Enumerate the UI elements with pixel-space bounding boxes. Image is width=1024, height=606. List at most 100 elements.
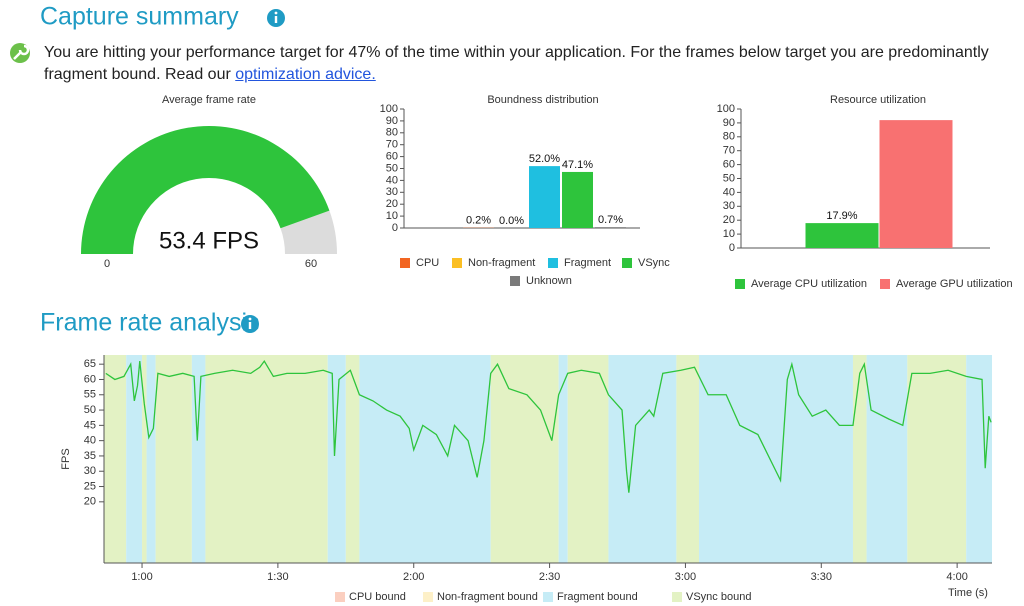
y-axis-label: FPS bbox=[60, 448, 72, 469]
y-tick-label: 30 bbox=[386, 186, 398, 198]
bound-region bbox=[558, 355, 568, 563]
legend-swatch bbox=[622, 258, 632, 268]
summary: You are hitting your performance target … bbox=[44, 42, 1014, 86]
data-label: 52.0% bbox=[529, 153, 560, 165]
chart-title: Average frame rate bbox=[162, 94, 256, 106]
bound-region bbox=[142, 355, 147, 563]
bound-region bbox=[907, 355, 967, 563]
legend-label: CPU bbox=[416, 257, 439, 269]
legend-swatch bbox=[735, 279, 745, 289]
y-tick-label: 20 bbox=[723, 214, 735, 226]
y-tick-label: 25 bbox=[84, 480, 96, 492]
y-tick-label: 40 bbox=[723, 186, 735, 198]
y-tick-label: 65 bbox=[84, 358, 96, 370]
bound-region bbox=[608, 355, 677, 563]
x-tick-label: 3:30 bbox=[811, 571, 832, 583]
bound-region bbox=[155, 355, 192, 563]
y-tick-label: 60 bbox=[84, 373, 96, 385]
bound-region bbox=[567, 355, 609, 563]
bar bbox=[529, 166, 560, 228]
data-label: 17.9% bbox=[826, 210, 857, 222]
x-tick-label: 4:00 bbox=[946, 571, 967, 583]
legend-label: Fragment bound bbox=[557, 591, 638, 603]
legend-label: Non-fragment bbox=[468, 257, 535, 269]
y-tick-label: 50 bbox=[723, 172, 735, 184]
bound-region bbox=[327, 355, 346, 563]
gauge-track bbox=[280, 210, 337, 254]
legend-label: CPU bound bbox=[349, 591, 406, 603]
bound-region bbox=[676, 355, 700, 563]
y-tick-label: 30 bbox=[723, 200, 735, 212]
bound-region bbox=[966, 355, 992, 563]
legend-label: Unknown bbox=[526, 275, 572, 287]
bound-region bbox=[345, 355, 360, 563]
bar bbox=[562, 171, 593, 228]
x-tick-label: 1:00 bbox=[131, 571, 152, 583]
y-tick-label: 60 bbox=[723, 159, 735, 171]
y-tick-label: 80 bbox=[723, 131, 735, 143]
bound-region bbox=[359, 355, 491, 563]
bound-region bbox=[104, 355, 127, 563]
wrench-icon bbox=[10, 43, 30, 63]
bound-region bbox=[699, 355, 853, 563]
bound-region bbox=[126, 355, 143, 563]
data-label: 0.0% bbox=[499, 215, 524, 227]
y-tick-label: 100 bbox=[380, 103, 398, 115]
bound-region bbox=[866, 355, 908, 563]
legend-swatch bbox=[423, 592, 433, 602]
x-tick-label: 1:30 bbox=[267, 571, 288, 583]
y-tick-label: 0 bbox=[729, 242, 735, 254]
legend-swatch bbox=[880, 279, 890, 289]
x-tick-label: 2:30 bbox=[539, 571, 560, 583]
y-tick-label: 20 bbox=[84, 496, 96, 508]
legend-swatch bbox=[548, 258, 558, 268]
legend-label: VSync bound bbox=[686, 591, 751, 603]
info-icon[interactable] bbox=[267, 9, 285, 27]
legend-label: Non-fragment bound bbox=[437, 591, 538, 603]
data-label: 47.1% bbox=[562, 159, 593, 171]
y-tick-label: 100 bbox=[717, 103, 735, 115]
summary-text: You are hitting your performance target … bbox=[44, 44, 989, 83]
bound-region bbox=[852, 355, 867, 563]
x-axis-label: Time (s) bbox=[948, 587, 988, 599]
bar bbox=[879, 120, 953, 248]
gauge-label: 53.4 FPS bbox=[159, 227, 259, 254]
y-tick-label: 40 bbox=[84, 435, 96, 447]
legend-swatch bbox=[400, 258, 410, 268]
line bbox=[105, 359, 992, 493]
y-tick-label: 10 bbox=[386, 210, 398, 222]
y-tick-label: 35 bbox=[84, 450, 96, 462]
legend-swatch bbox=[335, 592, 345, 602]
chart-title: Resource utilization bbox=[830, 94, 926, 106]
x-tick-label: 3:00 bbox=[675, 571, 696, 583]
gauge-value bbox=[81, 126, 330, 254]
legend-label: Average GPU utilization bbox=[896, 278, 1013, 290]
bound-region bbox=[191, 355, 206, 563]
chart-title: Boundness distribution bbox=[487, 94, 598, 106]
y-tick-label: 90 bbox=[386, 115, 398, 127]
y-tick-label: 10 bbox=[723, 228, 735, 240]
data-label: 0.7% bbox=[598, 214, 623, 226]
data-label: 0.2% bbox=[466, 215, 491, 227]
info-icon[interactable] bbox=[241, 315, 259, 333]
bound-region bbox=[205, 355, 328, 563]
link[interactable]: optimization advice. bbox=[235, 66, 376, 83]
legend-label: Fragment bbox=[564, 257, 611, 269]
y-tick-label: 60 bbox=[386, 151, 398, 163]
y-tick-label: 50 bbox=[386, 162, 398, 174]
legend-label: Average CPU utilization bbox=[751, 278, 867, 290]
y-tick-label: 20 bbox=[386, 198, 398, 210]
legend-swatch bbox=[452, 258, 462, 268]
x-tick-label: 2:00 bbox=[403, 571, 424, 583]
y-tick-label: 70 bbox=[386, 139, 398, 151]
y-tick-label: 70 bbox=[723, 145, 735, 157]
y-tick-label: 50 bbox=[84, 404, 96, 416]
bound-region bbox=[490, 355, 559, 563]
y-tick-label: 55 bbox=[84, 389, 96, 401]
y-tick-label: 0 bbox=[392, 222, 398, 234]
section-title: Frame rate analysis bbox=[40, 309, 260, 337]
section-title: Capture summary bbox=[40, 3, 239, 31]
legend-swatch bbox=[672, 592, 682, 602]
